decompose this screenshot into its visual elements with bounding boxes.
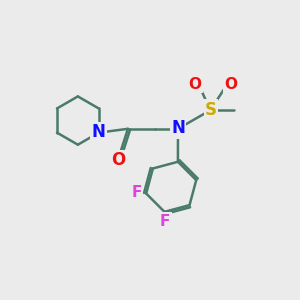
- Text: O: O: [224, 76, 237, 92]
- Text: S: S: [205, 101, 217, 119]
- Text: N: N: [171, 119, 185, 137]
- Text: O: O: [111, 151, 126, 169]
- Text: O: O: [188, 76, 201, 92]
- Text: F: F: [160, 214, 170, 229]
- Text: F: F: [132, 184, 142, 200]
- Text: N: N: [92, 123, 106, 141]
